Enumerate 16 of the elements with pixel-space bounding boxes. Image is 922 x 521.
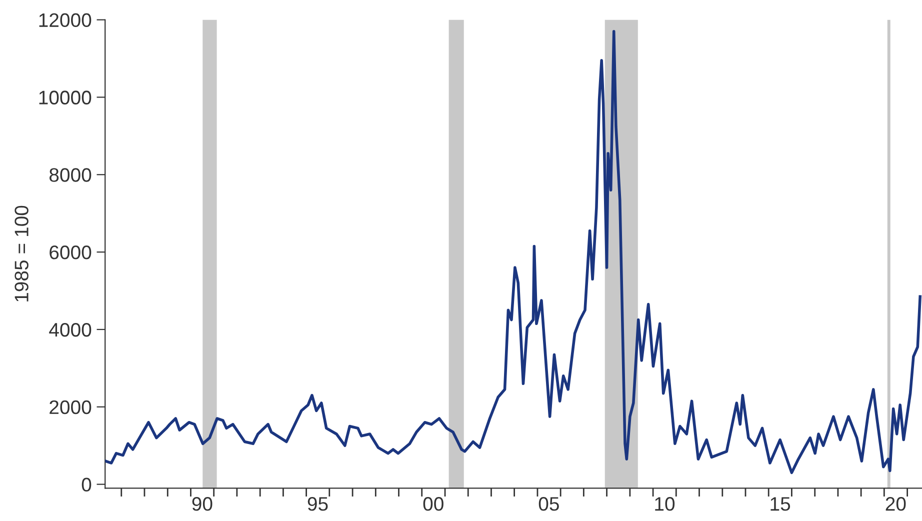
y-tick-label: 12000 <box>39 13 92 28</box>
y-axis-title: 1985 = 100 <box>14 206 28 302</box>
x-tick-label: 00 <box>423 497 444 511</box>
x-tick-label: 10 <box>655 497 675 511</box>
line-series <box>105 30 922 474</box>
x-tick-label: 20 <box>886 497 906 511</box>
y-tick-label: 8000 <box>50 168 92 182</box>
x-tick-label: 95 <box>308 497 328 511</box>
y-tick-label: 2000 <box>50 400 92 414</box>
x-tick-label: 90 <box>192 497 212 511</box>
x-tick-label: 05 <box>538 497 559 511</box>
x-tick-label: 15 <box>770 497 790 511</box>
y-tick-label: 10000 <box>39 90 92 104</box>
y-tick-label: 4000 <box>49 322 92 337</box>
y-tick-label: 6000 <box>50 246 92 260</box>
y-tick-label: 0 <box>82 478 92 492</box>
